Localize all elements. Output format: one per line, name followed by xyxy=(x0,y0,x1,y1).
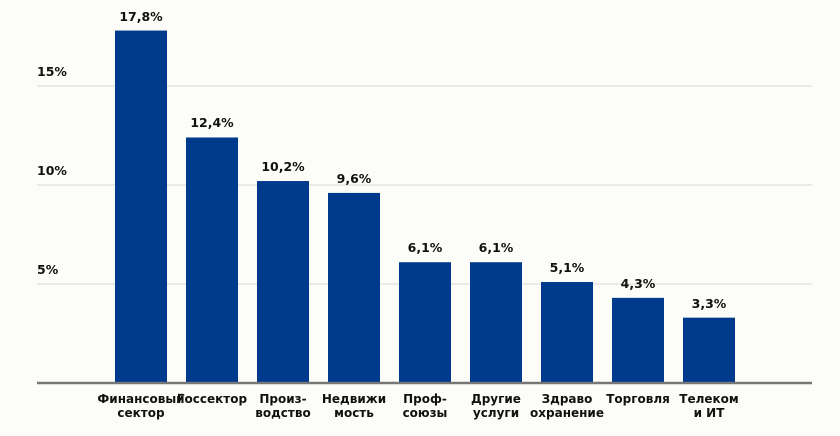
x-tick-label: Другие услуги xyxy=(471,392,521,420)
bar xyxy=(612,297,664,383)
x-tick-label: Торговля xyxy=(606,392,670,406)
bar xyxy=(328,192,380,383)
y-tick-label: 5% xyxy=(37,262,59,277)
data-label: 6,1% xyxy=(407,240,443,256)
bar xyxy=(186,137,238,383)
data-label: 9,6% xyxy=(336,170,372,186)
x-tick-label: Финансовый сектор xyxy=(97,392,185,420)
bar xyxy=(470,262,522,383)
x-tick-label: Госсектор xyxy=(176,392,248,406)
data-label: 10,2% xyxy=(261,159,305,175)
bar xyxy=(683,317,735,383)
bar xyxy=(115,30,167,384)
bar xyxy=(257,181,309,383)
data-label: 6,1% xyxy=(478,240,514,256)
data-label: 12,4% xyxy=(190,115,234,131)
y-tick-label: 10% xyxy=(37,163,67,178)
x-tick-label: Произ- водство xyxy=(255,392,311,420)
x-tick-label: Телеком и ИТ xyxy=(679,392,739,420)
data-label: 5,1% xyxy=(549,260,585,276)
bar xyxy=(541,282,593,383)
x-tick-label: Здраво охранение xyxy=(530,392,604,420)
data-label: 4,3% xyxy=(620,275,656,291)
data-label: 17,8% xyxy=(119,8,163,24)
bar xyxy=(399,262,451,383)
data-label: 3,3% xyxy=(691,295,727,311)
x-tick-label: Недвижи мость xyxy=(321,392,387,420)
y-tick-label: 15% xyxy=(37,64,67,79)
x-tick-label: Проф- союзы xyxy=(402,392,448,420)
